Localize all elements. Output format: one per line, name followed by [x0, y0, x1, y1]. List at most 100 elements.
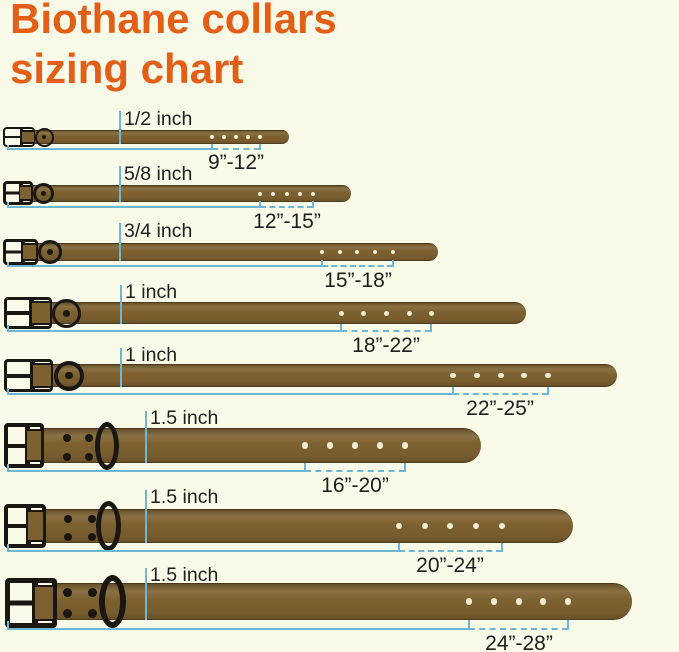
prong-rivet — [41, 134, 47, 140]
measure-tick — [430, 324, 432, 332]
width-tick — [119, 111, 121, 144]
collar-hole — [376, 442, 384, 449]
collar-hole — [222, 135, 226, 139]
size-range-label: 9”-12” — [207, 151, 265, 174]
collar-hole — [406, 310, 412, 316]
collar-hole — [234, 135, 238, 139]
collar-hole — [383, 310, 389, 316]
rivet — [88, 514, 96, 523]
rivet — [87, 587, 97, 597]
size-range-label: 16”-20” — [321, 474, 389, 497]
measure-tick — [7, 544, 9, 552]
buckle-strap-fill — [20, 184, 31, 202]
buckle-bar — [8, 524, 27, 528]
collar-hole — [319, 249, 325, 255]
collar-hole — [474, 372, 480, 379]
prong-rivet — [47, 249, 53, 255]
measure-tick — [452, 387, 454, 395]
buckle-icon — [4, 423, 44, 468]
width-label: 3/4 inch — [124, 220, 193, 242]
buckle-strap-fill — [35, 585, 53, 621]
collar-hole — [337, 249, 343, 255]
collar-hole — [372, 249, 378, 255]
collar-hole — [564, 598, 572, 605]
measure-tick — [211, 144, 213, 150]
collar-hole — [498, 522, 506, 530]
prong-rivet — [65, 371, 73, 380]
measure-tick — [398, 543, 400, 552]
buckle-bar — [6, 191, 20, 195]
collar-hole — [311, 191, 315, 196]
collar-hole — [271, 191, 275, 196]
measure-tick — [7, 388, 9, 395]
collar-hole — [258, 191, 262, 196]
measure-tick — [7, 145, 9, 150]
collar-hole — [301, 442, 309, 449]
collar-hole — [545, 372, 551, 379]
d-ring-icon — [98, 575, 126, 628]
buckle-bar — [6, 250, 22, 254]
measure-tick — [7, 464, 9, 472]
buckle-icon — [4, 297, 52, 329]
collar-hole — [395, 522, 403, 530]
rivet — [63, 452, 71, 461]
measure-tick — [468, 620, 470, 630]
width-label: 1/2 inch — [124, 108, 193, 130]
collar-strap — [6, 428, 481, 463]
collar-hole — [326, 442, 334, 449]
measure-line-dashed — [322, 265, 393, 267]
measure-tick — [7, 262, 9, 267]
buckle-icon — [3, 127, 35, 147]
collar-hole — [465, 598, 473, 605]
buckle-strap-fill — [32, 301, 50, 325]
size-range-label: 20”-24” — [416, 554, 484, 577]
measure-tick — [312, 201, 314, 208]
measure-line-solid — [7, 265, 322, 267]
buckle-strap-fill — [28, 509, 43, 543]
collar-hole — [354, 249, 360, 255]
collar-hole — [298, 191, 302, 196]
buckle-strap-fill — [32, 363, 51, 388]
measure-line-dashed — [260, 206, 313, 208]
width-label: 1.5 inch — [150, 564, 219, 586]
measure-tick — [304, 463, 306, 472]
width-tick — [120, 348, 122, 387]
buckle-icon — [3, 239, 38, 265]
rivet — [64, 514, 72, 523]
buckle-strap-fill — [23, 243, 36, 261]
width-tick — [119, 223, 121, 261]
measure-line-dashed — [305, 470, 405, 472]
page-title: Biothane collars sizing chart — [10, 0, 337, 94]
buckle-strap-fill — [27, 428, 41, 463]
buckle-post — [19, 127, 23, 147]
keeper-ring-icon — [51, 298, 81, 328]
d-ring-icon — [95, 501, 121, 551]
collar-hole — [360, 310, 366, 316]
width-tick — [145, 490, 147, 543]
rivet — [85, 433, 93, 442]
size-range-label: 24”-28” — [485, 632, 553, 652]
width-tick — [120, 285, 122, 324]
collar-hole — [351, 442, 359, 449]
buckle-bar — [5, 136, 21, 138]
rivet — [63, 433, 71, 442]
buckle-bar — [7, 373, 31, 378]
measure-tick — [404, 463, 406, 472]
collar-hole — [258, 135, 262, 139]
size-range-label: 15”-18” — [324, 269, 392, 292]
page-title-line2: sizing chart — [10, 45, 244, 92]
width-label: 5/8 inch — [124, 163, 193, 185]
width-label: 1.5 inch — [150, 486, 219, 508]
page-title-line1: Biothane collars — [10, 0, 337, 42]
prong-rivet — [40, 191, 46, 196]
measure-line-solid — [7, 330, 341, 332]
keeper-ring-icon — [32, 183, 54, 204]
measure-line-solid — [7, 628, 469, 630]
rivet — [63, 587, 72, 597]
collar-hole — [490, 598, 498, 605]
size-range-label: 12”-15” — [253, 210, 321, 233]
